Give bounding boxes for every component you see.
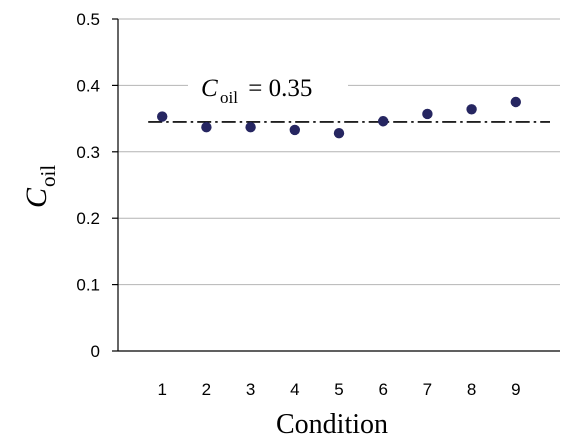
data-point <box>333 128 345 139</box>
y-tick-label: 0.4 <box>76 76 100 95</box>
x-axis-label: Condition <box>276 409 388 439</box>
y-axis-label-symbol: C <box>20 187 53 208</box>
data-point <box>378 116 389 127</box>
annotation-background <box>188 70 348 104</box>
data-point <box>466 104 477 115</box>
y-tick-label: 0.1 <box>76 276 100 295</box>
x-tick-label: 3 <box>246 380 255 399</box>
x-tick-labels: 1 2 3 4 5 6 7 8 9 <box>157 380 520 399</box>
y-tick-label: 0.2 <box>76 209 100 228</box>
x-tick-label: 8 <box>467 380 476 399</box>
x-tick-label: 4 <box>290 380 299 399</box>
axes <box>112 18 560 352</box>
data-points <box>157 96 521 139</box>
data-point <box>510 96 521 108</box>
x-tick-label: 7 <box>423 380 432 399</box>
data-point <box>201 122 212 133</box>
annotation-value: = 0.35 <box>242 75 312 102</box>
x-tick-label: 2 <box>202 380 211 399</box>
x-tick-label: 1 <box>157 380 166 399</box>
annotation-subscript: oil <box>220 88 238 107</box>
annotation: C oil = 0.35 <box>188 70 348 107</box>
data-point <box>245 122 256 133</box>
y-axis-label: C oil <box>20 165 60 208</box>
x-tick-label: 6 <box>378 380 387 399</box>
y-tick-label: 0.3 <box>76 143 100 162</box>
annotation-symbol: C <box>201 75 218 102</box>
y-tick-labels: 0 0.1 0.2 0.3 0.4 0.5 <box>76 10 100 361</box>
y-axis-label-subscript: oil <box>36 165 60 187</box>
data-point <box>157 111 168 122</box>
y-tick-label: 0 <box>91 342 100 361</box>
y-tick-label: 0.5 <box>76 10 100 29</box>
data-point <box>289 124 300 136</box>
x-tick-label: 5 <box>334 380 343 399</box>
data-point <box>422 108 433 120</box>
gridlines <box>118 18 560 286</box>
x-tick-label: 9 <box>511 380 520 399</box>
